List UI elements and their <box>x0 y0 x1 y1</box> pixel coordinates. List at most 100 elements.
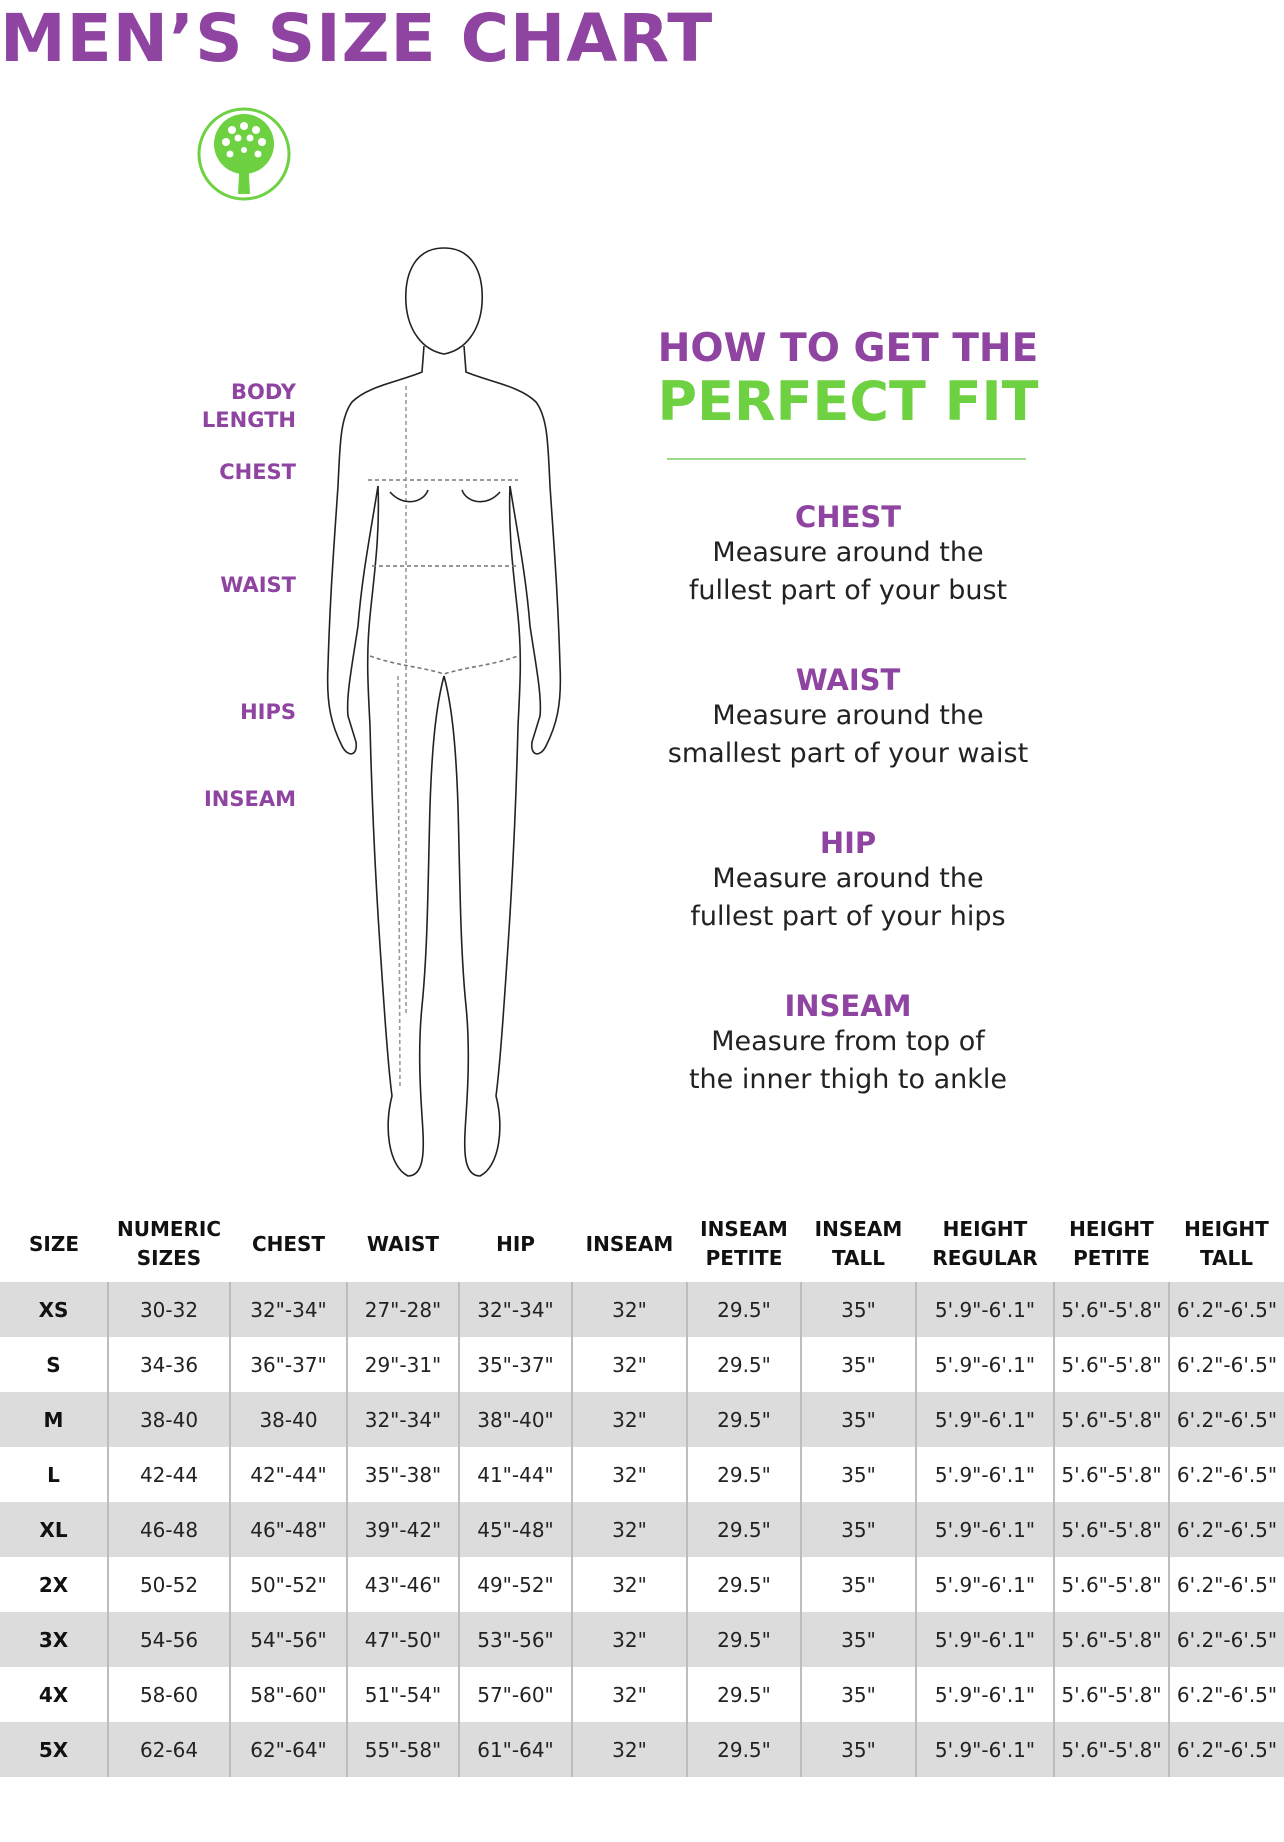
table-row: 4X 58-60 58"-60" 51"-54" 57"-60" 32" 29.5" 35" 5… <box>0 1667 1284 1722</box>
table-cell: 6'.2"-6'.5" <box>1168 1502 1284 1557</box>
column-header-line: CHEST <box>251 1231 326 1256</box>
table-cell: 32" <box>571 1502 687 1557</box>
size-cell: M <box>0 1392 108 1447</box>
table-cell: 58"-60" <box>229 1667 347 1722</box>
size-cell: 2X <box>38 1572 69 1597</box>
table-cell: 6'.2"-6'.5" <box>1168 1392 1284 1447</box>
label-waist: WAIST <box>220 573 296 597</box>
table-cell: 6'.2"-6'.5" <box>1168 1612 1284 1667</box>
table-cell: 5'.6"-5'.8" <box>1053 1557 1169 1612</box>
table-cell: 35" <box>800 1447 916 1502</box>
table-cell: 45"-48" <box>458 1502 572 1557</box>
table-cell: 5'.9"-6'.1" <box>915 1282 1054 1337</box>
table-cell: 36"-37" <box>229 1337 347 1392</box>
column-header: INSEAM PETITE <box>687 1206 801 1282</box>
table-cell: 5'.6"-5'.8" <box>1053 1282 1169 1337</box>
column-header-line: HIP <box>496 1231 535 1256</box>
table-cell: 29.5" <box>686 1392 801 1447</box>
table-cell: 35" <box>800 1667 916 1722</box>
table-cell: 62"-64" <box>229 1722 347 1777</box>
table-cell: 42"-44" <box>229 1447 347 1502</box>
table-cell: 32" <box>571 1557 687 1612</box>
table-cell: 34-36 <box>107 1337 230 1392</box>
guide-hip: HIP Measure around the fullest part of y… <box>640 826 1056 936</box>
guide-text: Measure around the <box>712 537 984 568</box>
table-cell: 6'.2"-6'.5" <box>1168 1337 1284 1392</box>
table-cell: 5'.9"-6'.1" <box>915 1502 1054 1557</box>
table-cell: 49"-52" <box>458 1557 572 1612</box>
table-cell: 62-64 <box>107 1722 230 1777</box>
table-cell: 32"-34" <box>229 1282 347 1337</box>
table-cell: 38"-40" <box>458 1392 572 1447</box>
guide-title: INSEAM <box>784 989 912 1023</box>
table-cell: 29.5" <box>686 1447 801 1502</box>
table-cell: 5'.9"-6'.1" <box>915 1447 1054 1502</box>
column-header: HEIGHT TALL <box>1169 1206 1284 1282</box>
guide-text: the inner thigh to ankle <box>688 1064 1008 1095</box>
table-row: 2X 50-52 50"-52" 43"-46" 49"-52" 32" 29.5" 35" 5… <box>0 1557 1284 1612</box>
body-figure <box>326 247 562 1177</box>
table-cell: 54"-56" <box>229 1612 347 1667</box>
column-header-line: INSEAM <box>814 1217 903 1241</box>
table-cell: 42-44 <box>107 1447 230 1502</box>
table-cell: 6'.2"-6'.5" <box>1168 1722 1284 1777</box>
table-cell: 6'.2"-6'.5" <box>1168 1667 1284 1722</box>
table-cell: 54-56 <box>107 1612 230 1667</box>
column-header-line: PETITE <box>705 1246 783 1270</box>
table-cell: 5'.9"-6'.1" <box>915 1722 1054 1777</box>
table-cell: 5'.6"-5'.8" <box>1053 1447 1169 1502</box>
table-cell: 5'.6"-5'.8" <box>1053 1667 1169 1722</box>
table-cell: 6'.2"-6'.5" <box>1168 1282 1284 1337</box>
table-cell: 35" <box>800 1337 916 1392</box>
column-header-line: REGULAR <box>932 1246 1038 1270</box>
label-length: LENGTH <box>201 408 296 432</box>
column-header: HEIGHT REGULAR <box>916 1206 1054 1282</box>
table-cell: 29.5" <box>686 1502 801 1557</box>
table-row: M 38-40 38-40 32"-34" 38"-40" 32" 29.5" 35" 5'.9… <box>0 1392 1284 1447</box>
table-cell: 47"-50" <box>346 1612 459 1667</box>
table-cell: 38-40 <box>229 1392 347 1447</box>
column-header-line: HEIGHT <box>942 1217 1028 1241</box>
table-cell: 35" <box>800 1612 916 1667</box>
table-cell: 29.5" <box>686 1612 801 1667</box>
table-cell: 35" <box>800 1282 916 1337</box>
label-chest: CHEST <box>219 460 296 484</box>
table-row: L 42-44 42"-44" 35"-38" 41"-44" 32" 29.5" 35" 5'… <box>0 1447 1284 1502</box>
table-cell: 5'.6"-5'.8" <box>1053 1612 1169 1667</box>
size-cell: L <box>47 1462 60 1487</box>
guide-text: fullest part of your hips <box>690 901 1006 932</box>
table-cell: 6'.2"-6'.5" <box>1168 1557 1284 1612</box>
column-header: INSEAM <box>572 1206 687 1282</box>
size-cell: 4X <box>38 1682 69 1707</box>
table-cell: 27"-28" <box>346 1282 459 1337</box>
size-cell: S <box>46 1352 61 1377</box>
column-header-line: NUMERIC <box>116 1217 222 1241</box>
column-header: CHEST <box>230 1206 347 1282</box>
column-header-line: PETITE <box>1073 1246 1150 1270</box>
table-row: XS 30-32 32"-34" 27"-28" 32"-34" 32" 29.5" 35" 5… <box>0 1282 1284 1337</box>
label-hips: HIPS <box>240 700 296 724</box>
table-cell: 32" <box>571 1337 687 1392</box>
table-cell: 55"-58" <box>346 1722 459 1777</box>
column-header-line: SIZE <box>28 1231 79 1256</box>
column-header-line: HEIGHT <box>1069 1217 1154 1241</box>
table-cell: 32"-34" <box>346 1392 459 1447</box>
table-cell: 43"-46" <box>346 1557 459 1612</box>
table-cell: 50-52 <box>107 1557 230 1612</box>
table-cell: 51"-54" <box>346 1667 459 1722</box>
table-cell: 35"-37" <box>458 1337 572 1392</box>
table-cell: 29.5" <box>686 1557 801 1612</box>
table-cell: 32" <box>571 1667 687 1722</box>
table-cell: 5'.9"-6'.1" <box>915 1667 1054 1722</box>
size-cell: 3X <box>0 1612 108 1667</box>
table-cell: 35" <box>800 1557 916 1612</box>
column-header: HIP <box>459 1206 572 1282</box>
guide-text: Measure from top of <box>711 1026 985 1057</box>
table-cell: 30-32 <box>107 1282 230 1337</box>
column-header-line: SIZES <box>136 1246 202 1270</box>
divider <box>667 458 1026 460</box>
table-cell: 46"-48" <box>229 1502 347 1557</box>
tree-logo-icon <box>197 107 291 201</box>
table-cell: 61"-64" <box>458 1722 572 1777</box>
guide-title: HIP <box>819 826 877 860</box>
